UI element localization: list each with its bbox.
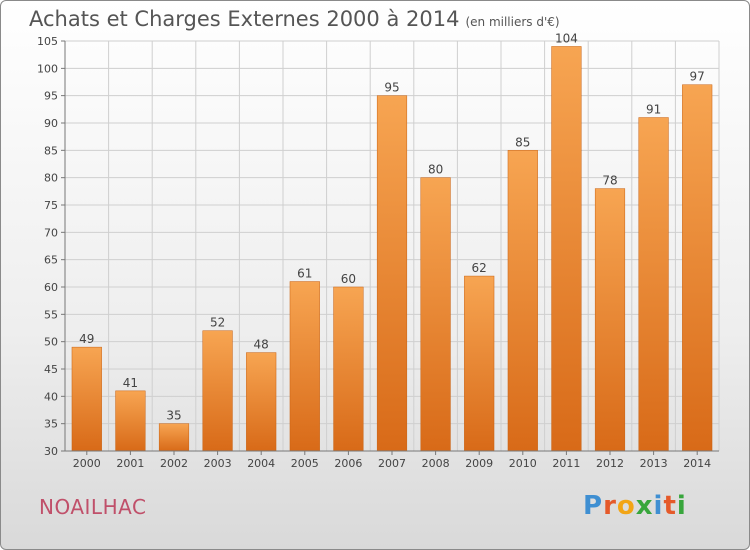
y-tick-label: 35: [44, 418, 58, 431]
bar-2000: [71, 346, 102, 452]
bar-2004: [246, 352, 277, 452]
bar-2007: [376, 95, 408, 452]
x-tick-label-2008: 2008: [422, 457, 450, 470]
bar-2008: [420, 177, 451, 452]
x-tick-label-2007: 2007: [378, 457, 406, 470]
x-tick-label-2005: 2005: [291, 457, 319, 470]
bar-2012: [594, 188, 626, 452]
bar-2009: [464, 275, 495, 452]
data-label-2012: 78: [602, 174, 617, 188]
x-tick-label-2013: 2013: [640, 457, 668, 470]
bar-2011: [551, 46, 582, 452]
data-label-2001: 41: [123, 376, 138, 390]
x-tick-label-2002: 2002: [160, 457, 188, 470]
data-label-2007: 95: [384, 81, 399, 95]
y-tick-label: 65: [44, 254, 58, 267]
y-tick-label: 100: [37, 62, 58, 75]
data-label-2014: 97: [690, 70, 705, 84]
bar-2002: [158, 423, 190, 452]
chart-title: Achats et Charges Externes 2000 à 2014 (e…: [29, 7, 560, 31]
bar-2013: [638, 117, 669, 452]
bar-2014: [682, 84, 713, 452]
y-tick-label: 105: [37, 35, 58, 48]
proxiti-logo[interactable]: Proxiti: [583, 491, 687, 521]
axes: 30 35 40 45 50 55 60 65 70 75 80 85 90 95 100 105 2000 20…: [37, 35, 719, 470]
bar-2003: [202, 330, 233, 452]
x-tick-label-2014: 2014: [683, 457, 711, 470]
data-label-2005: 61: [297, 267, 312, 281]
data-label-2013: 91: [646, 103, 661, 117]
data-label-2010: 85: [515, 135, 530, 149]
data-label-2003: 52: [210, 316, 225, 330]
x-tick-label-2001: 2001: [116, 457, 144, 470]
bar-2005: [289, 281, 320, 452]
data-label-2008: 80: [428, 163, 443, 177]
data-label-2004: 48: [254, 338, 269, 352]
commune-name: NOAILHAC: [39, 495, 147, 519]
y-tick-label: 30: [44, 445, 58, 458]
data-label-2002: 35: [166, 409, 181, 423]
y-tick-label: 70: [44, 226, 58, 239]
y-tick-label: 95: [44, 90, 58, 103]
y-tick-label: 75: [44, 199, 58, 212]
x-tick-label-2003: 2003: [204, 457, 232, 470]
chart-title-text: Achats et Charges Externes 2000 à 2014: [29, 7, 460, 31]
x-tick-label-2004: 2004: [247, 457, 275, 470]
x-tick-label-2000: 2000: [73, 457, 101, 470]
y-tick-label: 40: [44, 390, 58, 403]
y-tick-label: 85: [44, 144, 58, 157]
y-tick-label: 55: [44, 308, 58, 321]
y-tick-label: 45: [44, 363, 58, 376]
bar-2001: [115, 390, 146, 452]
bars: [71, 46, 713, 452]
bar-2010: [507, 150, 538, 452]
data-labels: 49 41 35 52 48 61 60 95 80 62 85 104 78 91 97: [79, 31, 705, 422]
y-tick-label: 60: [44, 281, 58, 294]
y-tick-label: 90: [44, 117, 58, 130]
y-tick-label: 80: [44, 172, 58, 185]
x-tick-label-2006: 2006: [334, 457, 362, 470]
data-label-2006: 60: [341, 272, 356, 286]
y-tick-label: 50: [44, 336, 58, 349]
bar-2006: [333, 286, 364, 452]
x-tick-label-2012: 2012: [596, 457, 624, 470]
x-tick-label-2009: 2009: [465, 457, 493, 470]
data-label-2009: 62: [472, 261, 487, 275]
data-label-2000: 49: [79, 332, 94, 346]
chart-subtitle: (en milliers d'€): [465, 15, 560, 29]
x-tick-label-2011: 2011: [552, 457, 580, 470]
x-tick-label-2010: 2010: [509, 457, 537, 470]
data-label-2011: 104: [555, 31, 578, 45]
